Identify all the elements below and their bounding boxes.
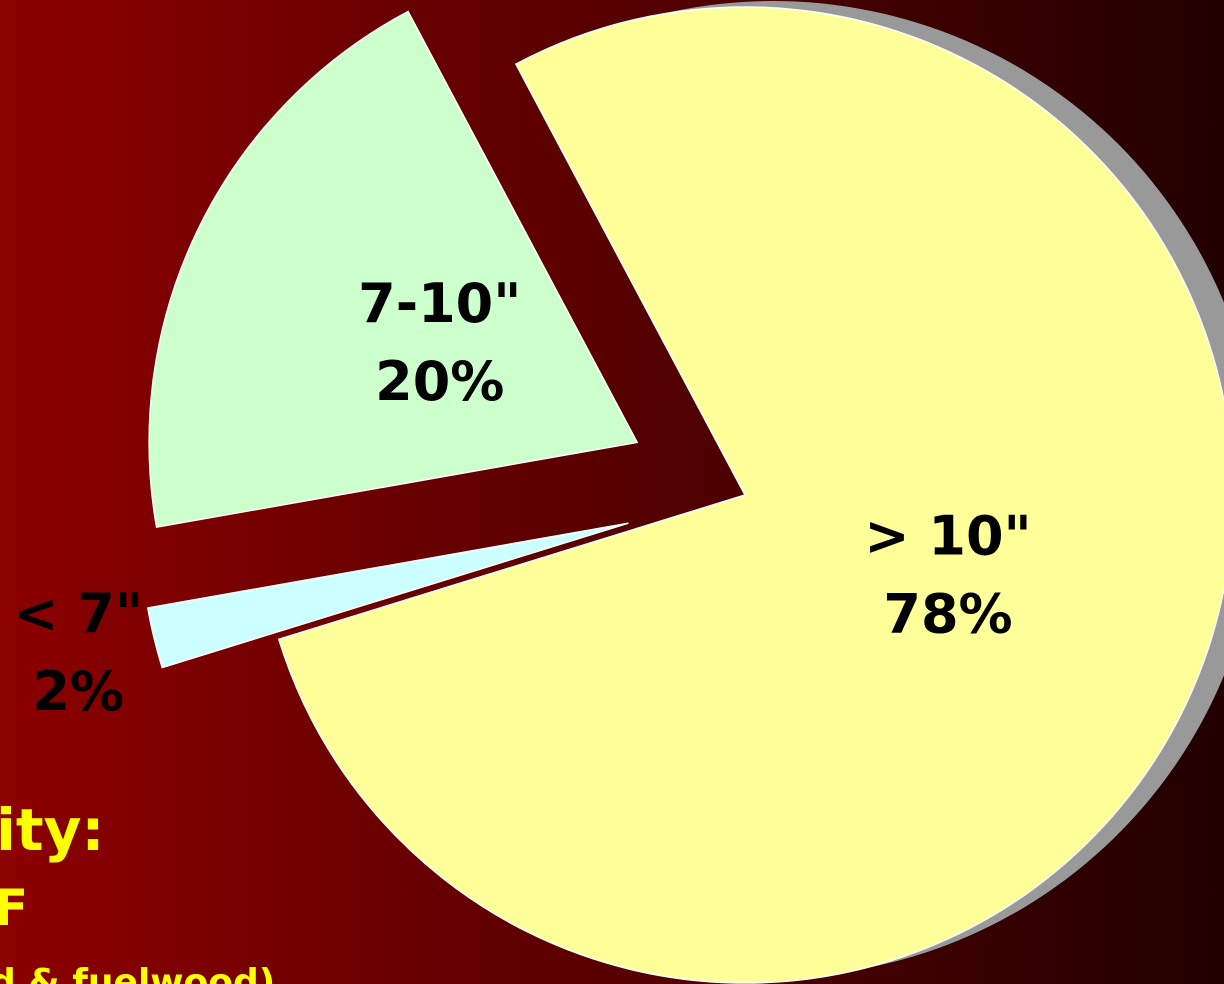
slice [146, 522, 629, 669]
slice [148, 10, 639, 529]
slice-label: > 10" [864, 504, 1031, 567]
value-label: 2% [32, 660, 124, 723]
slice [277, 6, 1224, 984]
slice-label: 7-10" [358, 272, 521, 335]
annotation: d & fuelwood) [0, 962, 275, 984]
annotation: ity: [0, 796, 105, 864]
value-label: 20% [375, 350, 504, 413]
value-label: 78% [883, 582, 1012, 645]
slice-label: < 7" [13, 582, 143, 645]
pie: > 10" 78% < 7" 2% 7-10" 20% [13, 1, 1224, 984]
annotation: F [0, 879, 28, 937]
